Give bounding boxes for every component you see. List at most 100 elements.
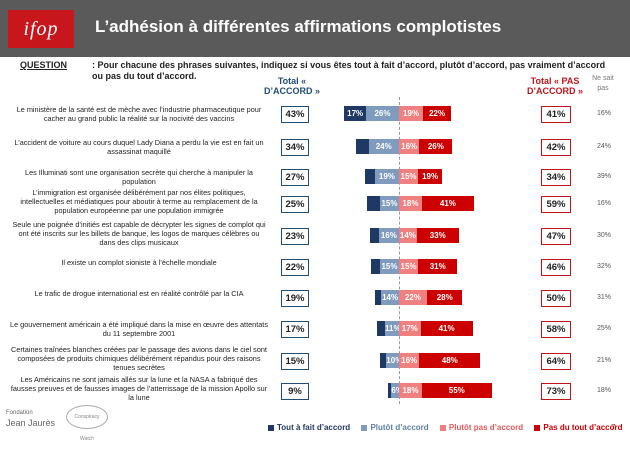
bar-plutot-accord: 6% [391,383,403,398]
legend-item: Tout à fait d’accord [268,423,350,432]
data-label: 16% [401,356,418,365]
bar-plutot-pas-accord: 16% [399,139,420,154]
data-label: 26% [374,109,391,118]
bar-plutot-accord: 24% [368,139,399,154]
ne-sait-pas-value: 39% [596,173,611,180]
data-label: 6% [377,324,389,333]
total-accord-value: 15% [281,353,309,370]
category-label: Le trafic de drogue international est en… [34,289,244,298]
legend-label: Pas du tout d’accord [543,423,623,432]
bar-pas-du-tout-accord: 48% [419,353,481,368]
page-title: L’adhésion à différentes affirmations co… [95,17,502,36]
bar-plutot-accord: 11% [385,321,401,336]
data-label: 18% [402,386,419,395]
bar-pas-du-tout-accord: 41% [421,196,474,211]
legend-label: Plutôt pas d’accord [448,423,524,432]
data-label: 24% [375,142,392,151]
legend-label: Tout à fait d’accord [277,423,351,432]
data-label: 28% [436,293,453,302]
data-label: 22% [429,109,446,118]
bar-pas-du-tout-accord: 28% [426,290,463,305]
bar-pas-du-tout-accord: 31% [418,259,458,274]
bar-pas-du-tout-accord: 19% [418,169,443,184]
bar-tout-accord: 17% [344,106,366,121]
bar-tout-accord: 10% [367,196,383,211]
bar-plutot-accord: 10% [386,353,402,368]
data-label: 11% [385,324,401,333]
category-label: L’immigration est organisée délibérément… [20,188,258,215]
data-label: 15% [400,262,417,271]
data-label: 16% [401,142,418,151]
page-number: 7 [611,423,616,432]
legend-swatch [439,424,446,431]
ne-sait-pas-value: 30% [596,232,611,239]
data-label: 31% [429,262,446,271]
bar-pas-du-tout-accord: 22% [423,106,452,121]
ne-sait-pas-value: 16% [596,110,611,117]
bar-tout-accord: 6% [377,321,389,336]
data-label: 19% [403,109,420,118]
category-label: Certaines traînées blanches créées par l… [11,345,267,372]
data-label: 26% [427,142,444,151]
total-accord-value: 22% [281,259,309,276]
legend-swatch [361,424,368,431]
total-pas-accord-value: 58% [541,321,571,338]
total-pas-accord-value: 42% [541,139,571,156]
question-label: QUESTION [20,60,68,70]
bar-plutot-accord: 14% [381,290,399,305]
total-accord-value: 19% [281,290,309,307]
ne-sait-pas-header: Ne sait pas [592,75,614,92]
total-accord-value: 27% [281,169,309,186]
data-label: 15% [381,199,398,208]
legend-item: Plutôt pas d’accord [439,423,524,432]
total-accord-value: 34% [281,139,309,156]
data-label: 8% [364,172,377,181]
data-label: 22% [404,293,421,302]
data-label: 55% [448,386,465,395]
total-accord-value: 9% [281,383,309,400]
legend-swatch [534,424,541,431]
bar-tout-accord: 7% [371,259,383,274]
data-label: 41% [438,324,455,333]
category-label: Les Illuminati sont une organisation sec… [25,168,253,186]
ne-sait-pas-value: 32% [596,263,611,270]
total-pas-accord-value: 41% [541,106,571,123]
bar-plutot-accord: 15% [379,259,399,274]
data-label: 14% [382,293,399,302]
bar-pas-du-tout-accord: 41% [420,321,473,336]
data-label: 7% [369,231,382,240]
fondation-jean-jaures-logo: Fondation Jean Jaurès [6,410,56,428]
total-pas-accord-value: 59% [541,196,571,213]
bar-tout-accord: 10% [355,139,372,154]
total-accord-value: 17% [281,321,309,338]
total-pas-accord-value: 73% [541,383,571,400]
total-pas-accord-value: 64% [541,353,571,370]
legend-swatch [268,424,274,431]
category-label: Le gouvernement américain a été impliqué… [10,320,268,338]
total-pas-accord-value: 47% [541,228,571,245]
legend-item: Plutôt d’accord [361,423,429,432]
data-label: 18% [402,199,419,208]
category-label: Seule une poignée d’initiés est capable … [12,220,266,247]
bar-plutot-accord: 19% [374,169,399,184]
bar-plutot-pas-accord: 15% [399,259,419,274]
legend: Tout à fait d’accord Plutôt d’accord Plu… [268,423,630,432]
total-accord-value: 43% [281,106,309,123]
header-bar: ifop L’adhésion à différentes affirmatio… [0,0,630,57]
bar-tout-accord: 5% [374,290,386,305]
data-label: 17% [401,324,418,333]
category-label: Le ministère de la santé est de mèche av… [16,105,262,123]
data-label: 17% [347,109,364,118]
category-label: Il existe un complot sioniste à l’échell… [61,258,217,267]
bar-plutot-pas-accord: 17% [399,321,421,336]
legend-label: Plutôt d’accord [370,423,429,432]
question-text: : Pour chacune des phrases suivantes, in… [92,60,606,81]
bar-plutot-pas-accord: 16% [399,353,420,368]
data-label: 7% [371,262,383,271]
bar-plutot-pas-accord: 15% [399,169,419,184]
data-label: 6% [391,386,403,395]
category-label: Les Américains ne sont jamais allés sur … [10,375,268,402]
data-label: 16% [380,231,397,240]
total-accord-value: 23% [281,228,309,245]
total-pas-accord-value: 46% [541,259,571,276]
